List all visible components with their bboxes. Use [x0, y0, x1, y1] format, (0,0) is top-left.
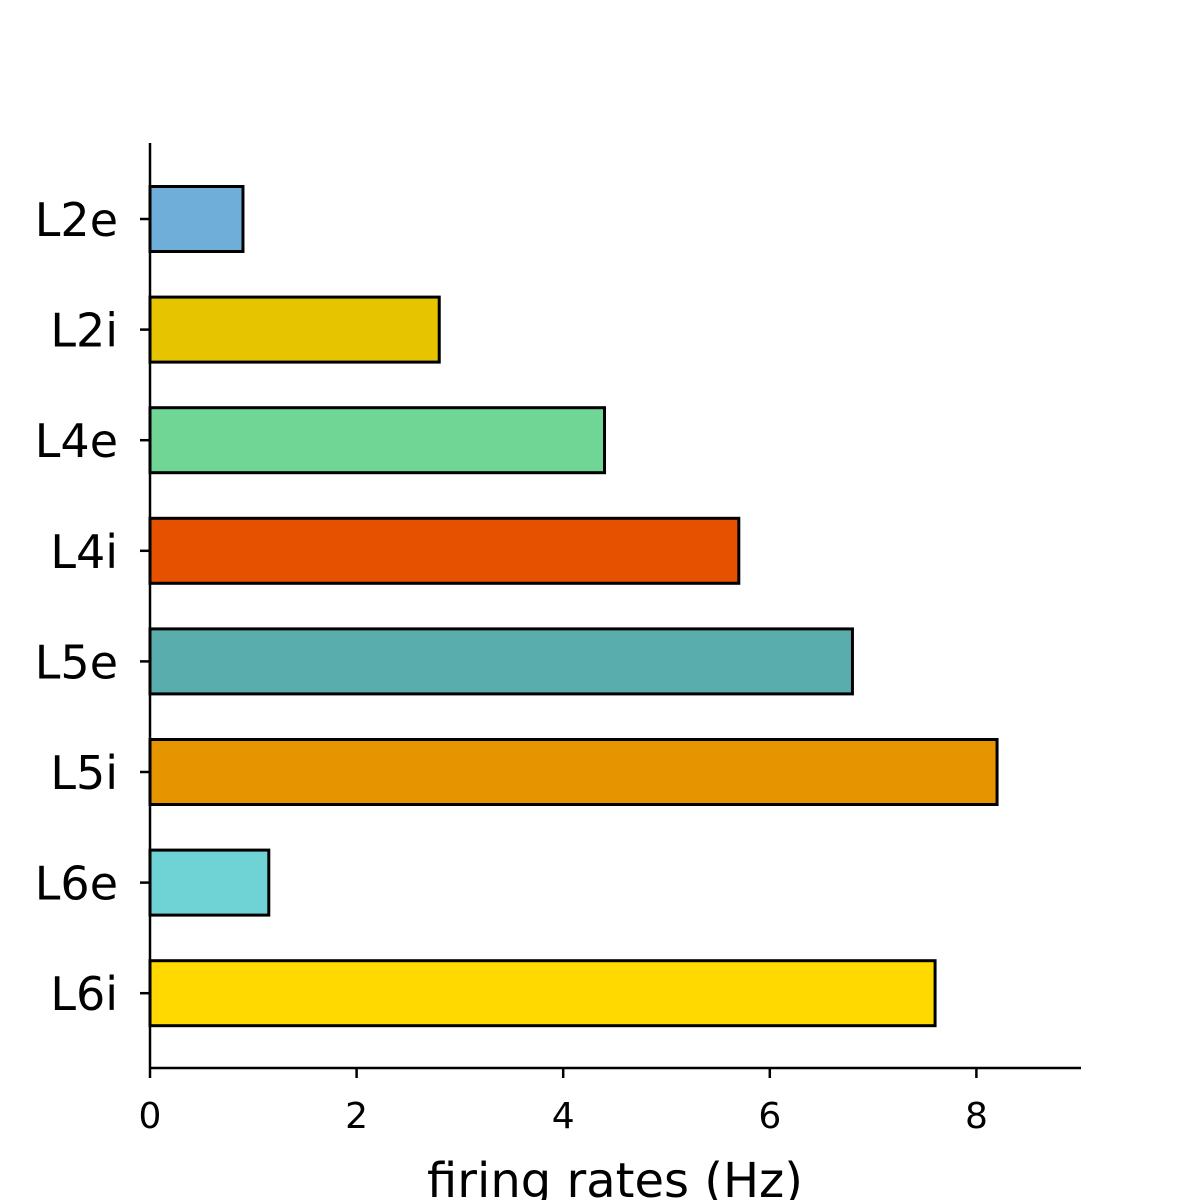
bar-L6e	[148, 848, 271, 917]
y-tick-label: L2i	[50, 304, 118, 358]
bars-group	[148, 185, 999, 1028]
y-tick-label: L5e	[35, 635, 118, 689]
x-tick-label: 2	[345, 1096, 368, 1137]
bar-L2e	[148, 185, 245, 253]
y-tick-label: L5i	[50, 746, 118, 800]
x-tick-label: 0	[139, 1096, 162, 1137]
y-tick-label: L2e	[35, 193, 118, 247]
bar-L2i	[148, 295, 441, 364]
y-tick-label: L6e	[35, 857, 118, 911]
bar-L6i	[148, 959, 937, 1028]
y-tick-label: L6i	[50, 967, 118, 1021]
y-tick-label: L4e	[35, 414, 118, 468]
bar-L5e	[148, 627, 854, 696]
bar-L4e	[148, 406, 607, 475]
y-tick-label: L4i	[50, 525, 118, 579]
x-tick-label: 8	[965, 1096, 988, 1137]
x-tick-label: 4	[552, 1096, 575, 1137]
bar-L4i	[148, 516, 741, 585]
bar-L5i	[148, 738, 999, 806]
x-axis-title: firing rates (Hz)	[427, 1153, 803, 1200]
x-ticks-group: 0 2 4 6 8	[139, 1068, 988, 1137]
y-ticks-group: L2e L2i L4e L4i L5e L5i L6e L6i	[35, 193, 150, 1021]
x-tick-label: 6	[758, 1096, 781, 1137]
